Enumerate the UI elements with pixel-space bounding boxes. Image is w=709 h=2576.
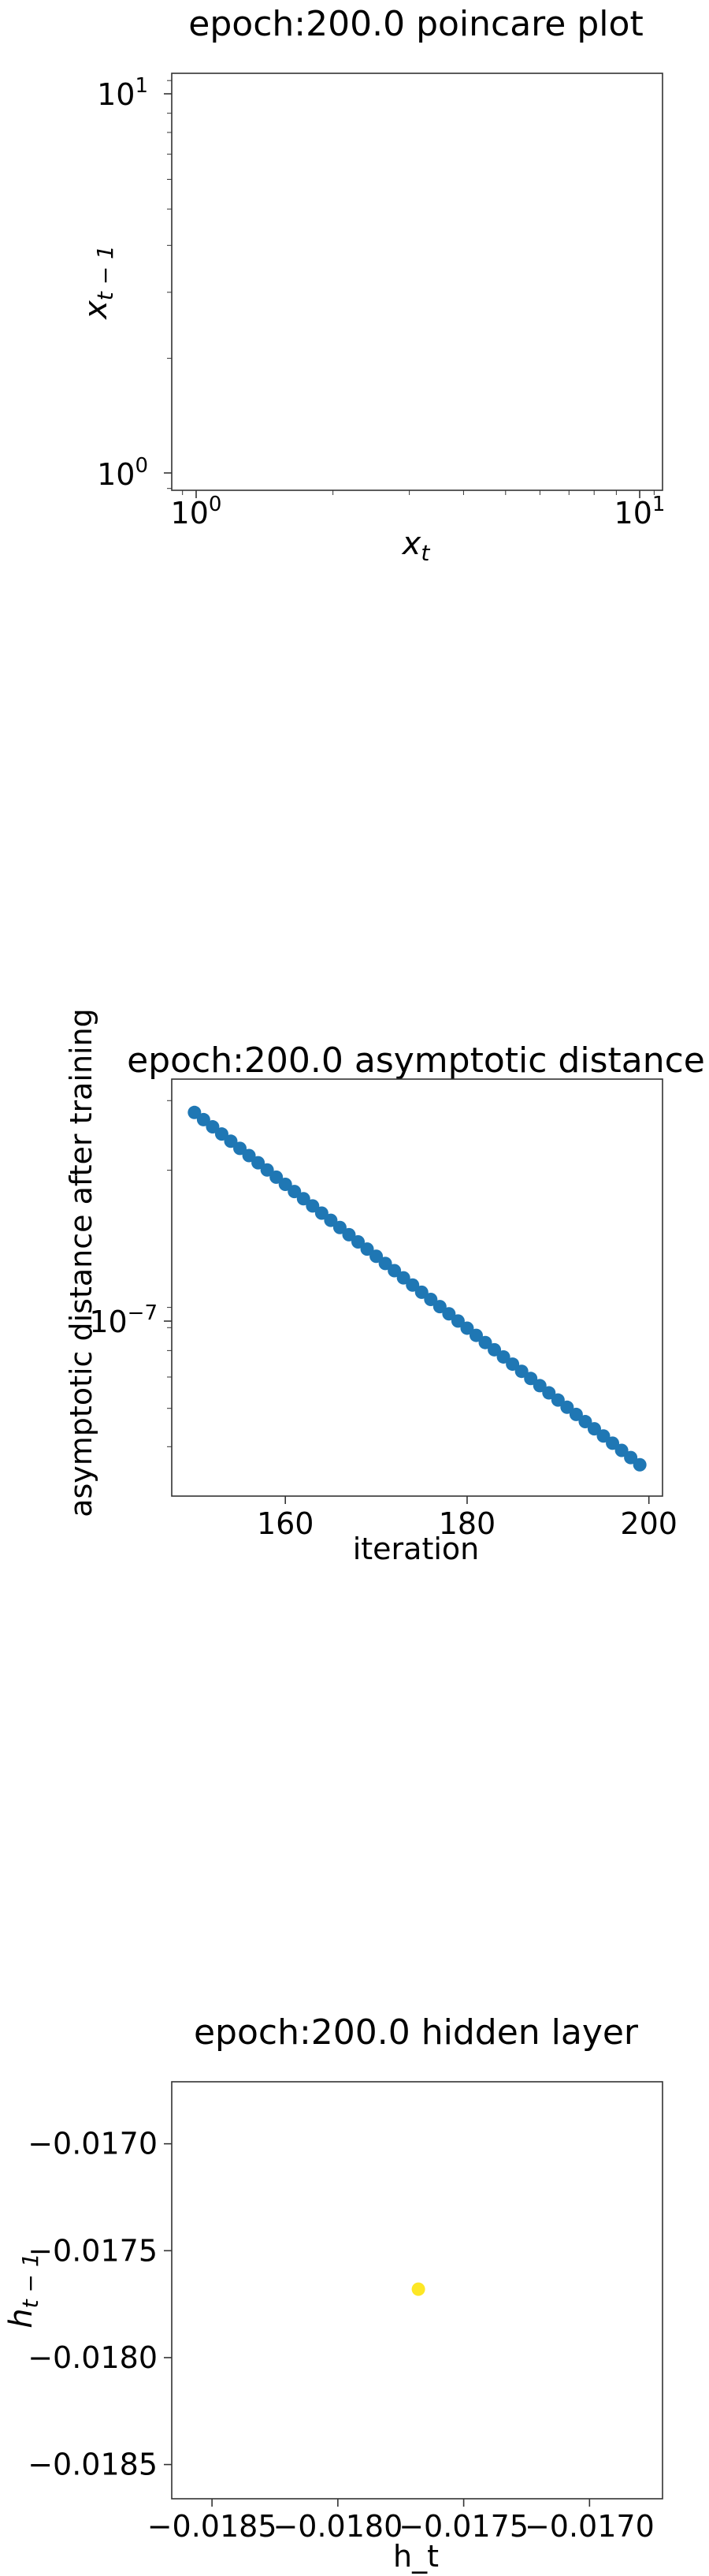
asymptotic-ylabel: asymptotic distance after training — [64, 1008, 98, 1517]
asymptotic-point — [342, 1227, 356, 1241]
asymptotic-point — [278, 1178, 292, 1192]
asymptotic-point — [196, 1112, 210, 1126]
hidden-frame — [171, 2081, 663, 2500]
asymptotic-point — [369, 1249, 384, 1264]
asymptotic-points — [187, 1105, 647, 1472]
asymptotic-point — [488, 1342, 502, 1357]
asymptotic-point — [324, 1213, 338, 1227]
asymptotic-point — [233, 1141, 247, 1156]
asymptotic-point — [388, 1264, 402, 1278]
asymptotic-minor-ticks — [167, 1100, 172, 1447]
asymptotic-point — [578, 1415, 592, 1429]
asymptotic-point — [306, 1199, 320, 1213]
asymptotic-point — [360, 1242, 374, 1256]
poincare-frame — [171, 73, 663, 491]
asymptotic-point — [251, 1156, 265, 1170]
asymptotic-point — [414, 1285, 429, 1299]
hidden-title: epoch:200.0 hidden layer — [194, 2012, 639, 2053]
asymptotic-point — [242, 1148, 256, 1163]
asymptotic-ytick-label-1: 10−7 — [89, 1301, 158, 1339]
asymptotic-point — [633, 1457, 647, 1472]
hidden-ytick-label-0: −0.0170 — [28, 2127, 158, 2161]
asymptotic-title: epoch:200.0 asymptotic distance — [127, 1040, 705, 1081]
asymptotic-point — [596, 1429, 611, 1443]
poincare-title: epoch:200.0 poincare plot — [188, 4, 643, 44]
asymptotic-point — [551, 1393, 565, 1407]
asymptotic-point — [432, 1300, 447, 1314]
hidden-ytick-label-3: −0.0185 — [28, 2448, 158, 2482]
poincare-minor-ticks — [167, 80, 655, 495]
asymptotic-frame — [171, 1078, 663, 1497]
asymptotic-point — [332, 1220, 347, 1234]
asymptotic-point — [424, 1292, 438, 1306]
asymptotic-point — [460, 1321, 474, 1335]
asymptotic-point — [206, 1120, 220, 1134]
asymptotic-point — [260, 1163, 274, 1177]
asymptotic-point — [587, 1422, 601, 1436]
asymptotic-point — [606, 1436, 620, 1450]
hidden-xtick-label-2: −0.0175 — [399, 2509, 529, 2544]
hidden-yticks: −0.0170 −0.0175 −0.0180 −0.0185 — [28, 2127, 172, 2482]
asymptotic-point — [469, 1328, 483, 1342]
poincare-ylabel: xt − 1 — [78, 245, 118, 321]
asymptotic-point — [288, 1185, 302, 1199]
hidden-xtick-label-0: −0.0185 — [147, 2509, 277, 2544]
hidden-xlabel: h_t — [393, 2539, 439, 2574]
asymptotic-point — [224, 1134, 238, 1148]
poincare-xlabel: xt — [401, 526, 431, 566]
asymptotic-point — [514, 1364, 529, 1379]
asymptotic-point — [269, 1170, 284, 1184]
asymptotic-panel: epoch:200.0 asymptotic distance 160 180 20… — [64, 1008, 705, 1566]
hidden-points — [411, 2282, 425, 2296]
hidden-ytick-label-1: −0.0175 — [28, 2233, 158, 2268]
asymptotic-point — [506, 1357, 520, 1372]
asymptotic-point — [314, 1206, 329, 1220]
asymptotic-point — [569, 1407, 583, 1421]
poincare-ytick-label-1: 100 — [97, 454, 148, 492]
hidden-xtick-label-3: −0.0170 — [525, 2509, 655, 2544]
asymptotic-xtick-label-2: 200 — [620, 1506, 677, 1541]
asymptotic-point — [524, 1372, 538, 1386]
hidden-xtick-label-1: −0.0180 — [273, 2509, 403, 2544]
asymptotic-point — [351, 1234, 366, 1249]
asymptotic-point — [624, 1450, 638, 1465]
asymptotic-point — [478, 1335, 492, 1349]
asymptotic-point — [378, 1256, 392, 1271]
asymptotic-point — [396, 1271, 410, 1285]
asymptotic-point — [614, 1443, 629, 1457]
poincare-xtick-label-1: 100 — [171, 493, 222, 530]
asymptotic-point — [442, 1307, 456, 1321]
poincare-ytick-label-2: 101 — [97, 74, 148, 112]
hidden-point — [411, 2282, 425, 2296]
asymptotic-point — [496, 1349, 510, 1364]
hidden-ytick-label-2: −0.0180 — [28, 2340, 158, 2375]
asymptotic-point — [406, 1278, 420, 1292]
asymptotic-xlabel: iteration — [353, 1532, 480, 1566]
asymptotic-point — [451, 1314, 465, 1328]
asymptotic-xtick-label-1: 180 — [439, 1506, 496, 1541]
asymptotic-point — [296, 1192, 310, 1206]
hidden-xticks: −0.0185−0.0180−0.0175−0.0170 — [147, 2499, 655, 2544]
asymptotic-point — [560, 1400, 574, 1414]
asymptotic-point — [533, 1379, 547, 1393]
asymptotic-point — [542, 1386, 556, 1400]
asymptotic-point — [214, 1127, 228, 1141]
asymptotic-xtick-label-0: 160 — [257, 1506, 314, 1541]
poincare-xtick-label-2: 101 — [614, 493, 666, 530]
asymptotic-xticks: 160 180 200 — [257, 1496, 677, 1541]
hidden-panel: epoch:200.0 hidden layer −0.0185−0.0180−… — [3, 2012, 663, 2574]
poincare-panel: epoch:200.0 poincare plot 100 101 100 10… — [78, 4, 665, 566]
asymptotic-point — [187, 1105, 202, 1119]
hidden-ylabel: ht − 1 — [3, 2253, 43, 2328]
